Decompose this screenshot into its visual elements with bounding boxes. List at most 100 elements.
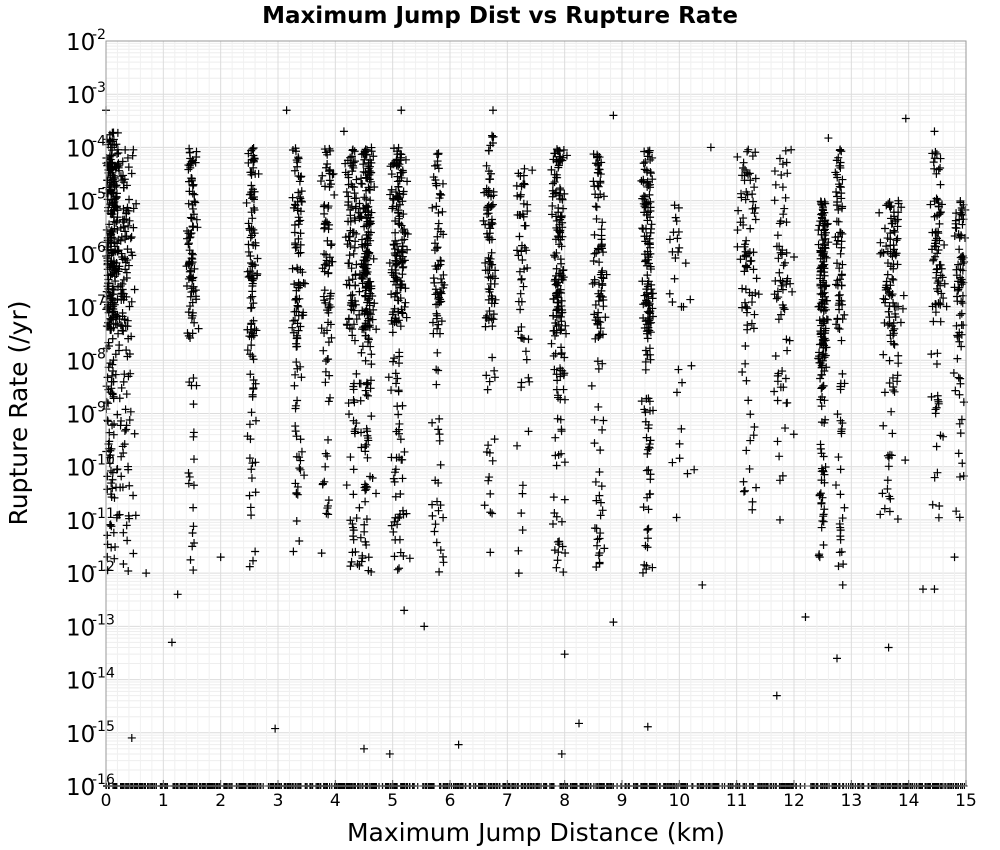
data-point bbox=[747, 319, 756, 328]
data-point bbox=[955, 390, 964, 399]
data-point bbox=[363, 337, 372, 346]
data-point bbox=[485, 175, 494, 184]
data-point bbox=[490, 435, 499, 444]
data-point bbox=[954, 285, 963, 294]
data-point bbox=[936, 163, 945, 172]
data-point bbox=[387, 185, 396, 194]
data-point bbox=[435, 430, 444, 439]
data-point bbox=[360, 204, 369, 213]
data-point bbox=[643, 445, 652, 454]
data-point bbox=[118, 483, 127, 492]
data-point bbox=[391, 314, 400, 323]
data-point bbox=[639, 503, 648, 512]
data-point bbox=[890, 340, 899, 349]
data-point bbox=[647, 224, 656, 233]
data-point bbox=[249, 163, 258, 172]
data-point bbox=[432, 181, 441, 190]
data-point bbox=[820, 336, 829, 345]
data-point bbox=[590, 230, 599, 239]
data-point bbox=[189, 566, 198, 575]
data-point bbox=[360, 480, 369, 489]
data-point bbox=[391, 465, 400, 474]
data-point bbox=[481, 266, 490, 275]
data-point bbox=[357, 348, 366, 357]
y-tick-label: 10-2 bbox=[66, 27, 106, 56]
data-point bbox=[321, 462, 330, 471]
data-point bbox=[125, 195, 134, 204]
data-point bbox=[357, 557, 366, 566]
data-point bbox=[125, 415, 134, 424]
data-point bbox=[108, 360, 117, 369]
data-point bbox=[361, 292, 370, 301]
data-point bbox=[894, 351, 903, 360]
data-point bbox=[118, 309, 127, 318]
data-point bbox=[516, 305, 525, 314]
data-point bbox=[355, 561, 364, 570]
data-point bbox=[956, 273, 965, 282]
data-point bbox=[883, 476, 892, 485]
data-point bbox=[772, 294, 781, 303]
data-point bbox=[103, 531, 112, 540]
y-axis: 10-210-310-410-510-610-710-810-910-1010-… bbox=[66, 27, 115, 801]
y-tick-base: 10 bbox=[66, 509, 95, 535]
data-point bbox=[593, 153, 602, 162]
data-point bbox=[318, 171, 327, 180]
data-point bbox=[957, 321, 966, 330]
data-point bbox=[818, 335, 827, 344]
data-point bbox=[250, 154, 259, 163]
data-point bbox=[126, 369, 135, 378]
y-tick-base: 10 bbox=[66, 722, 95, 748]
data-point bbox=[249, 241, 258, 250]
data-point bbox=[120, 440, 129, 449]
data-point bbox=[746, 176, 755, 185]
data-point bbox=[770, 167, 779, 176]
data-point bbox=[590, 278, 599, 287]
data-point bbox=[595, 491, 604, 500]
data-point bbox=[641, 357, 650, 366]
data-point bbox=[557, 242, 566, 251]
data-point bbox=[638, 277, 647, 286]
data-point bbox=[324, 435, 333, 444]
data-point bbox=[125, 216, 134, 225]
data-point bbox=[249, 556, 258, 565]
data-point bbox=[362, 390, 371, 399]
data-point bbox=[554, 548, 563, 557]
data-point bbox=[244, 149, 253, 158]
data-point bbox=[292, 432, 301, 441]
data-point bbox=[119, 528, 128, 537]
data-point bbox=[888, 274, 897, 283]
data-point bbox=[430, 239, 439, 248]
data-point bbox=[951, 223, 960, 232]
data-point bbox=[192, 147, 201, 156]
data-point bbox=[552, 313, 561, 322]
data-point bbox=[881, 298, 890, 307]
data-point bbox=[776, 217, 785, 226]
data-point bbox=[109, 290, 118, 299]
data-point bbox=[357, 179, 366, 188]
data-point bbox=[398, 401, 407, 410]
y-tick-label: 10-4 bbox=[66, 133, 106, 162]
data-point bbox=[749, 324, 758, 333]
data-point bbox=[387, 290, 396, 299]
data-point bbox=[344, 315, 353, 324]
data-point bbox=[592, 496, 601, 505]
data-point bbox=[930, 197, 939, 206]
y-tick-exponent: -6 bbox=[92, 240, 106, 256]
data-point bbox=[326, 320, 335, 329]
data-point bbox=[349, 320, 358, 329]
data-point bbox=[553, 556, 562, 565]
data-point bbox=[398, 248, 407, 257]
data-point bbox=[184, 199, 193, 208]
data-point bbox=[433, 157, 442, 166]
data-point bbox=[836, 465, 845, 474]
data-point bbox=[838, 260, 847, 269]
data-point bbox=[894, 302, 903, 311]
data-point bbox=[188, 528, 197, 537]
data-point bbox=[882, 242, 891, 251]
data-point bbox=[326, 393, 335, 402]
data-point bbox=[782, 158, 791, 167]
data-point bbox=[431, 476, 440, 485]
data-point bbox=[595, 558, 604, 567]
data-point bbox=[513, 246, 522, 255]
data-point bbox=[556, 190, 565, 199]
